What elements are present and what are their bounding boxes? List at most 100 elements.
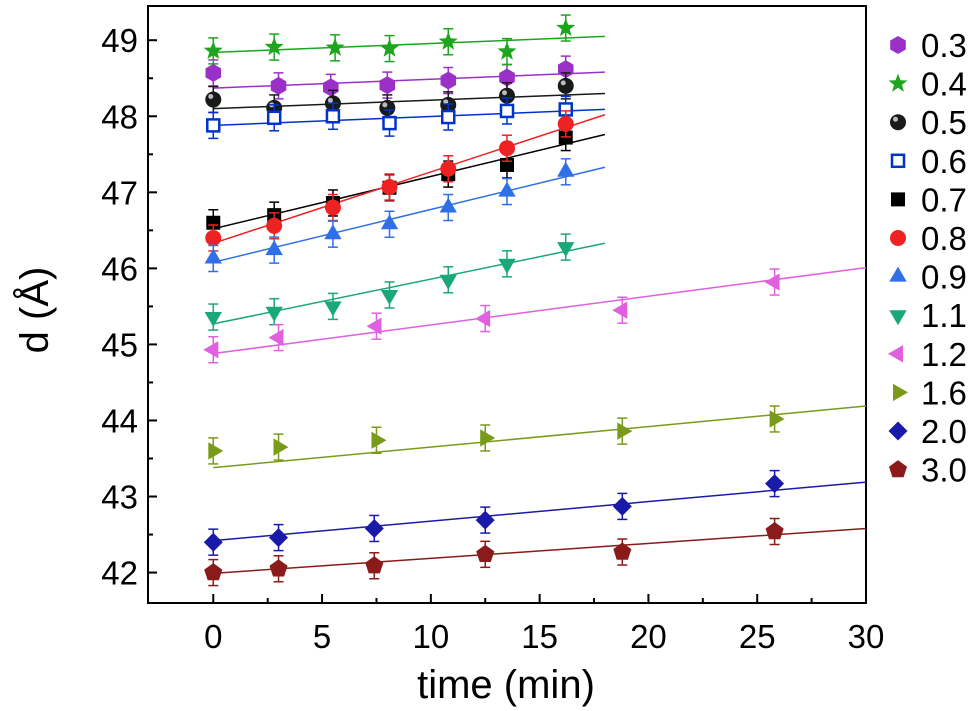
data-point [325, 109, 341, 124]
data-point [205, 229, 222, 246]
legend-item-0.5: 0.5 [890, 104, 967, 141]
data-point [325, 37, 345, 56]
legend-marker [889, 460, 907, 478]
data-point [380, 38, 399, 57]
legend-marker [890, 230, 906, 246]
x-axis: 0 5 10 15 20 25 30 [204, 594, 884, 655]
legend-item-0.4: 0.4 [888, 66, 967, 103]
legend-item-0.3: 0.3 [890, 27, 967, 64]
y-tick-label: 49 [101, 22, 138, 59]
data-point [365, 556, 384, 574]
data-point [557, 242, 575, 258]
data-point [268, 328, 284, 347]
y-tick-label: 43 [101, 479, 138, 516]
data-point [380, 214, 399, 230]
data-point [270, 76, 287, 95]
marker-highlight [893, 116, 898, 122]
data-point [324, 301, 342, 317]
data-point [323, 78, 339, 97]
legend-item-0.9: 0.9 [889, 259, 967, 296]
data-point [205, 63, 222, 82]
data-point [765, 474, 785, 494]
data-point [364, 519, 384, 538]
data-point [366, 317, 382, 335]
series-0.9 [204, 158, 575, 273]
legend-label: 1.6 [921, 374, 967, 411]
data-point [206, 118, 221, 133]
y-axis: 42 43 44 45 46 47 48 49 [101, 22, 157, 592]
legend-marker [888, 73, 908, 92]
fit-line-1.6 [213, 405, 867, 469]
data-point [439, 274, 457, 290]
data-point [439, 197, 457, 213]
data-point [499, 140, 515, 157]
data-point [381, 179, 398, 196]
x-tick-label: 5 [313, 618, 331, 655]
legend-label: 0.9 [921, 259, 967, 296]
data-point [499, 103, 515, 119]
y-tick-label: 45 [101, 326, 138, 363]
legend-item-1.6: 1.6 [893, 374, 967, 411]
data-point [265, 306, 283, 322]
legend-marker [888, 421, 908, 441]
legend: 0.30.40.50.60.70.80.91.11.21.62.03.0 [888, 27, 967, 489]
y-tick-label: 44 [101, 402, 138, 439]
fit-lines [213, 35, 867, 575]
legend-marker [888, 345, 903, 363]
x-axis-label: time (min) [417, 663, 595, 707]
y-tick-label: 47 [101, 174, 138, 211]
x-tick-label: 25 [739, 618, 776, 655]
x-tick-label: 10 [412, 618, 449, 655]
data-points [203, 14, 785, 587]
series-2.0 [203, 469, 785, 556]
data-point [371, 431, 387, 449]
x-tick-label: 15 [521, 618, 558, 655]
legend-marker [890, 36, 906, 54]
legend-label: 0.4 [921, 66, 967, 103]
data-point [203, 532, 223, 552]
legend-item-0.8: 0.8 [890, 220, 967, 257]
legend-item-1.1: 1.1 [889, 297, 967, 334]
legend-label: 0.3 [921, 27, 967, 64]
legend-label: 1.2 [921, 336, 967, 373]
y-tick-label: 42 [101, 555, 138, 592]
x-tick-label: 20 [630, 618, 667, 655]
data-point [324, 224, 342, 240]
legend-item-3.0: 3.0 [889, 452, 967, 489]
series-1.6 [208, 405, 785, 465]
marker-highlight [382, 102, 388, 108]
data-point [440, 160, 457, 177]
legend-item-0.6: 0.6 [890, 143, 967, 180]
fit-line-3.0 [213, 527, 867, 575]
data-point [769, 410, 785, 428]
marker-highlight [208, 94, 214, 100]
data-point [269, 528, 288, 548]
series-0.4 [203, 14, 576, 66]
data-point [324, 199, 341, 216]
data-point [765, 522, 784, 540]
legend-label: 3.0 [921, 452, 967, 489]
fit-line-0.9 [213, 166, 606, 264]
data-point [557, 161, 575, 177]
series-0.3 [205, 55, 574, 102]
legend-item-1.2: 1.2 [888, 336, 967, 373]
data-point [266, 110, 282, 126]
legend-item-2.0: 2.0 [888, 413, 967, 450]
series-0.6 [206, 95, 573, 140]
series-3.0 [204, 517, 784, 587]
data-point [557, 115, 574, 132]
data-point [203, 40, 223, 59]
marker-highlight [560, 80, 566, 86]
data-point [556, 18, 576, 37]
legend-item-0.7: 0.7 [891, 181, 967, 218]
series-1.1 [204, 233, 575, 331]
data-point [557, 77, 574, 94]
marker-highlight [327, 97, 333, 103]
series-1.2 [203, 268, 780, 364]
plot-frame [147, 5, 867, 604]
legend-label: 0.6 [921, 143, 967, 180]
data-point [476, 544, 495, 562]
data-point [265, 240, 283, 256]
marker-highlight [443, 99, 449, 105]
